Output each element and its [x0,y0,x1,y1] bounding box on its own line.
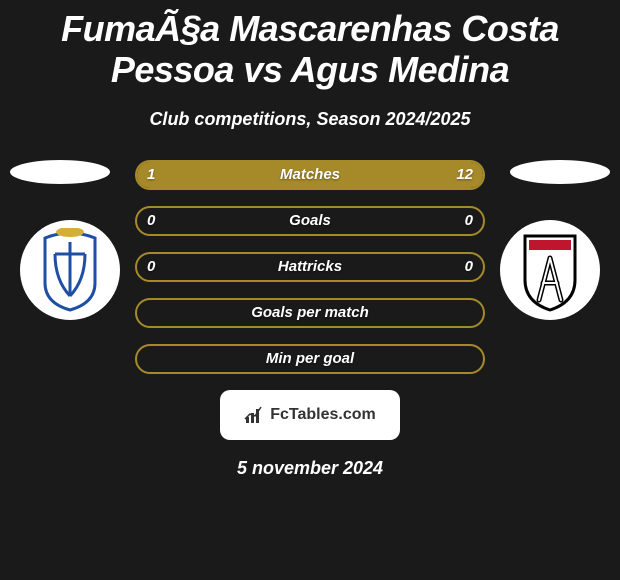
club-shield-right-icon [515,228,585,312]
player-right-oval [510,160,610,184]
stat-value-right: 0 [465,212,473,229]
stat-label: Matches [280,166,340,183]
stat-row: 0 0 Goals [135,206,485,236]
subtitle: Club competitions, Season 2024/2025 [0,109,620,130]
stat-row: 0 0 Hattricks [135,252,485,282]
comparison-area: 1 12 Matches 0 0 Goals 0 0 Hattricks Goals per ma… [0,160,620,374]
club-logo-left [20,220,120,320]
stat-value-left: 0 [147,258,155,275]
player-left-oval [10,160,110,184]
stat-value-right: 12 [456,166,473,183]
club-shield-left-icon [35,228,105,312]
stat-value-right: 0 [465,258,473,275]
stat-fill-left [137,162,180,188]
branding-text: FcTables.com [270,406,376,424]
stats-bars: 1 12 Matches 0 0 Goals 0 0 Hattricks Goals per ma… [135,160,485,374]
club-logo-right [500,220,600,320]
page-title: FumaÃ§a Mascarenhas Costa Pessoa vs Agus… [0,0,620,91]
stat-value-left: 1 [147,166,155,183]
branding-panel: FcTables.com [220,390,400,440]
stat-label: Goals per match [251,304,369,321]
stat-row: Min per goal [135,344,485,374]
stat-row: 1 12 Matches [135,160,485,190]
stat-label: Hattricks [278,258,342,275]
stat-label: Goals [289,212,331,229]
stat-label: Min per goal [266,350,354,367]
date-text: 5 november 2024 [0,458,620,479]
stat-value-left: 0 [147,212,155,229]
bar-chart-icon [244,405,264,425]
stat-row: Goals per match [135,298,485,328]
